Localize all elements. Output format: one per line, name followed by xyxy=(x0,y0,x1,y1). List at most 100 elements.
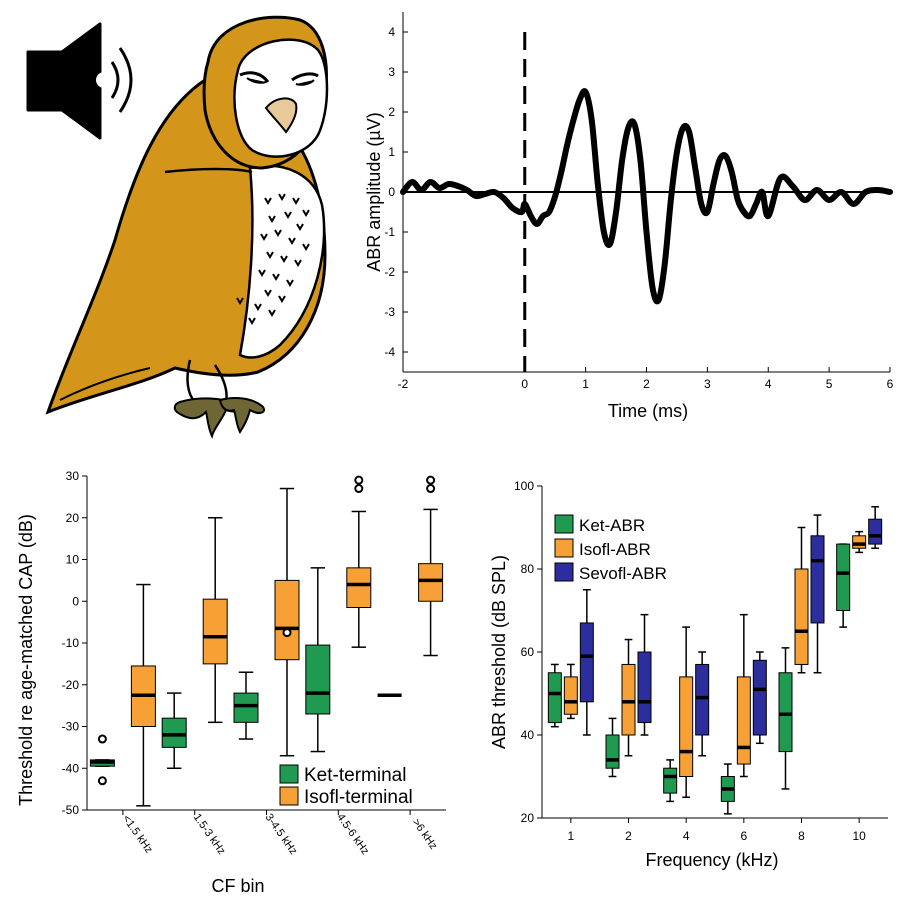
y-tick-label: 2 xyxy=(388,105,395,119)
owl-spot xyxy=(278,193,286,201)
owl-talons xyxy=(173,397,266,439)
outlier-point xyxy=(97,776,107,786)
y-tick-label: -2 xyxy=(384,265,395,279)
y-tick-label: -3 xyxy=(384,305,395,319)
legend-swatch xyxy=(279,764,299,784)
x-tick-label: 0 xyxy=(521,377,528,391)
owl-spot xyxy=(264,289,272,297)
owl-spot xyxy=(278,295,286,303)
box-iqr xyxy=(736,676,751,765)
y-tick-label: 0 xyxy=(72,594,79,608)
cap-y-axis-label: Threshold re age-matched CAP (dB) xyxy=(16,514,36,806)
x-tick-label: 1.5-3 kHz xyxy=(191,812,228,857)
y-tick-label: 100 xyxy=(514,479,534,493)
box-iqr xyxy=(679,676,694,778)
box-isofl-abr-5 xyxy=(852,530,867,554)
abr-waveform-line xyxy=(400,88,893,305)
box-iqr xyxy=(346,567,372,609)
box-ket-abr-4 xyxy=(778,647,793,790)
x-tick-label: 6 xyxy=(740,829,747,843)
owl-spot xyxy=(302,209,310,217)
outlier-point xyxy=(426,484,436,494)
box-ket-abr-1 xyxy=(605,717,620,778)
owl-spot xyxy=(272,273,280,281)
box-ket-terminal-1 xyxy=(161,692,187,769)
owl-spot xyxy=(264,197,272,205)
abr-threshold-y-axis-label: ABR threshold (dB SPL) xyxy=(489,555,509,749)
legend-swatch xyxy=(554,562,574,582)
box-ket-terminal-3 xyxy=(305,567,331,753)
y-tick-label: 60 xyxy=(521,645,535,659)
y-tick-label: 1 xyxy=(388,145,395,159)
box-sevofl-abr-2 xyxy=(695,651,710,757)
box-isofl-abr-1 xyxy=(621,638,636,757)
legend-label: Ket-terminal xyxy=(304,765,406,786)
box-iqr xyxy=(579,622,594,703)
box-iqr xyxy=(418,563,444,602)
abr-x-axis-label: Time (ms) xyxy=(608,401,688,421)
x-tick-label: 3 xyxy=(704,377,711,391)
owl-spot xyxy=(292,197,300,205)
box-ket-abr-5 xyxy=(836,543,851,628)
owl-spot xyxy=(266,251,274,259)
owl-spot xyxy=(258,269,266,277)
owl-spot xyxy=(288,237,296,245)
x-tick-label: 6 xyxy=(887,377,894,391)
outlier-point xyxy=(426,475,436,485)
box-sevofl-abr-1 xyxy=(637,613,652,736)
owl-breast-spots xyxy=(236,193,310,325)
box-isofl-abr-0 xyxy=(563,663,578,720)
owl-spot xyxy=(294,259,302,267)
box-ket-abr-3 xyxy=(720,763,735,815)
box-isofl-terminal-0 xyxy=(130,583,156,807)
box-isofl-abr-4 xyxy=(794,526,809,674)
owl-spot xyxy=(274,229,282,237)
y-tick-label: 80 xyxy=(521,562,535,576)
legend-label: Sevofl-ABR xyxy=(579,564,667,583)
box-sevofl-abr-0 xyxy=(579,589,594,736)
box-isofl-terminal-1 xyxy=(202,517,228,724)
owl-beak xyxy=(264,97,298,134)
box-isofl-terminal-2 xyxy=(274,487,300,757)
legend-label: Isofl-ABR xyxy=(579,540,651,559)
x-tick-label: 4.5-6 kHz xyxy=(334,812,371,857)
owl-spot xyxy=(236,297,244,305)
box-iqr xyxy=(637,651,652,724)
box-iqr xyxy=(695,663,710,736)
y-tick-label: -10 xyxy=(62,636,80,650)
owl-spot xyxy=(260,233,268,241)
owl-spot xyxy=(248,317,256,325)
box-ket-abr-2 xyxy=(663,759,678,803)
box-iqr xyxy=(305,644,331,715)
box-isofl-terminal-4 xyxy=(418,475,444,657)
x-tick-label: 2 xyxy=(643,377,650,391)
box-ket-terminal-0 xyxy=(89,734,115,786)
y-tick-label: -50 xyxy=(62,803,80,817)
box-iqr xyxy=(563,676,578,715)
legend-swatch xyxy=(279,786,299,806)
x-tick-label: 4 xyxy=(683,829,690,843)
box-iqr xyxy=(621,663,636,736)
box-ket-abr-0 xyxy=(547,663,562,728)
y-tick-label: 10 xyxy=(66,553,80,567)
abr-threshold-x-axis-label: Frequency (kHz) xyxy=(645,850,778,870)
box-isofl-abr-2 xyxy=(679,626,694,798)
box-iqr xyxy=(868,518,883,545)
owl-spot xyxy=(302,243,310,251)
box-iqr xyxy=(794,568,809,665)
box-isofl-abr-3 xyxy=(736,613,751,778)
abr-threshold-legend: Ket-ABR Isofl-ABR Sevofl-ABR xyxy=(554,514,667,583)
y-tick-label: 20 xyxy=(66,511,80,525)
box-iqr xyxy=(836,543,851,611)
box-sevofl-abr-5 xyxy=(868,506,883,549)
box-iqr xyxy=(778,672,793,753)
y-tick-label: 0 xyxy=(388,185,395,199)
y-tick-label: 4 xyxy=(388,25,395,39)
box-iqr xyxy=(274,579,300,661)
box-iqr xyxy=(663,767,678,794)
legend-label: Ket-ABR xyxy=(579,516,645,535)
outlier-point xyxy=(354,475,364,485)
outlier-point xyxy=(282,628,292,638)
